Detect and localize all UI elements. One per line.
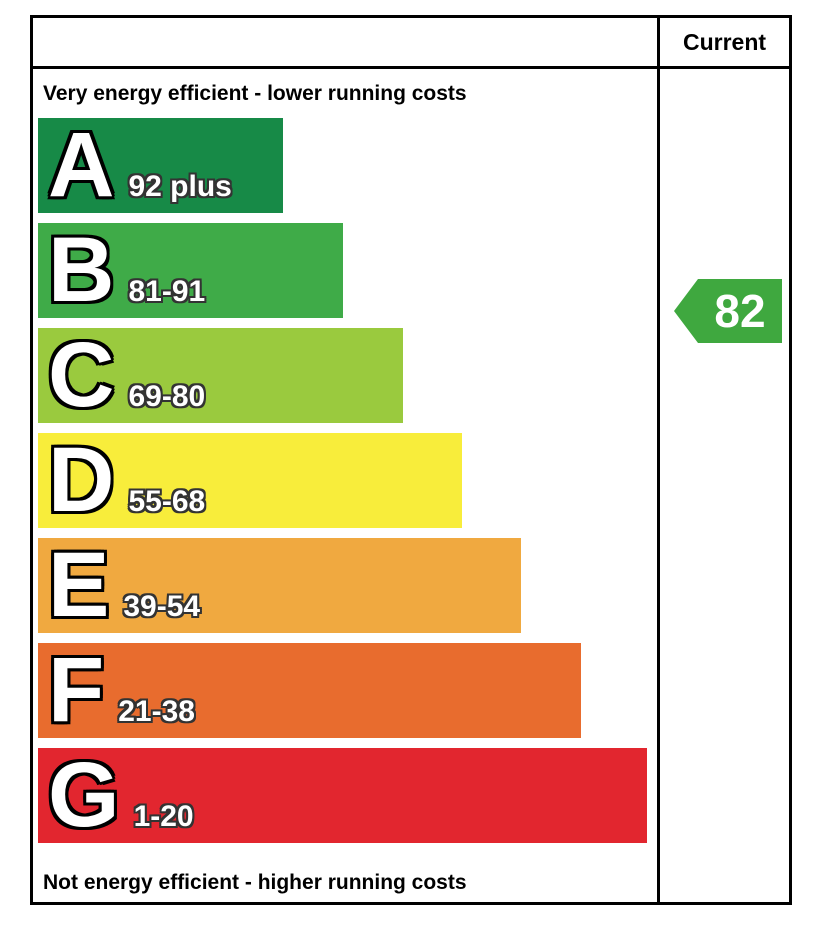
- header-row: Current: [33, 18, 789, 69]
- body-row: Very energy efficient - lower running co…: [33, 69, 789, 902]
- band-list: A 92 plus B 81-91 C 69-80 D 55-68: [33, 118, 657, 843]
- current-rating-column: 82: [660, 69, 789, 902]
- band-b: B 81-91: [38, 223, 343, 318]
- bottom-caption: Not energy efficient - higher running co…: [43, 870, 467, 894]
- band-f: F 21-38: [38, 643, 581, 738]
- band-f-letter: F: [48, 639, 105, 741]
- current-column-label: Current: [682, 28, 767, 55]
- band-b-range: 81-91: [128, 275, 206, 308]
- current-rating-value: 82: [714, 285, 766, 337]
- band-g-range: 1-20: [133, 800, 194, 833]
- band-d: D 55-68: [38, 433, 462, 528]
- header-left-cell: [33, 18, 660, 66]
- left-arrow-icon: [674, 279, 782, 343]
- bands-area: Very energy efficient - lower running co…: [33, 69, 660, 902]
- band-c-range: 69-80: [128, 380, 206, 413]
- band-c: C 69-80: [38, 328, 403, 423]
- current-rating-marker: 82: [674, 279, 782, 343]
- chart-frame: Current Very energy efficient - lower ru…: [30, 15, 792, 905]
- band-a-range: 92 plus: [128, 170, 232, 203]
- band-d-range: 55-68: [128, 485, 206, 518]
- top-caption: Very energy efficient - lower running co…: [43, 81, 467, 105]
- band-f-range: 21-38: [118, 695, 195, 728]
- band-b-letter: B: [48, 219, 115, 321]
- current-column-header: Current: [660, 18, 789, 66]
- band-g: G 1-20: [38, 748, 647, 843]
- band-e: E 39-54: [38, 538, 521, 633]
- band-a-letter: A: [48, 114, 115, 216]
- band-d-letter: D: [48, 429, 115, 531]
- band-c-letter: C: [48, 324, 115, 426]
- band-g-letter: G: [48, 744, 120, 846]
- band-a: A 92 plus: [38, 118, 283, 213]
- band-e-letter: E: [48, 534, 110, 636]
- band-e-range: 39-54: [123, 590, 201, 623]
